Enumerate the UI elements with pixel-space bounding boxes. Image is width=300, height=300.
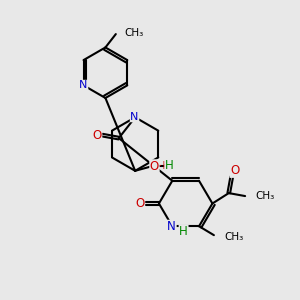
Text: N: N <box>79 80 88 90</box>
Text: H: H <box>179 225 188 238</box>
Text: H: H <box>165 159 174 172</box>
Text: CH₃: CH₃ <box>224 232 244 242</box>
Text: O: O <box>230 164 239 177</box>
Text: CH₃: CH₃ <box>124 28 143 38</box>
Text: O·H: O·H <box>150 161 171 171</box>
Text: O: O <box>150 160 159 173</box>
Text: O: O <box>135 197 144 210</box>
Text: N: N <box>130 112 139 122</box>
Text: N: N <box>167 220 176 233</box>
Text: CH₃: CH₃ <box>256 191 275 201</box>
Text: O: O <box>92 129 102 142</box>
